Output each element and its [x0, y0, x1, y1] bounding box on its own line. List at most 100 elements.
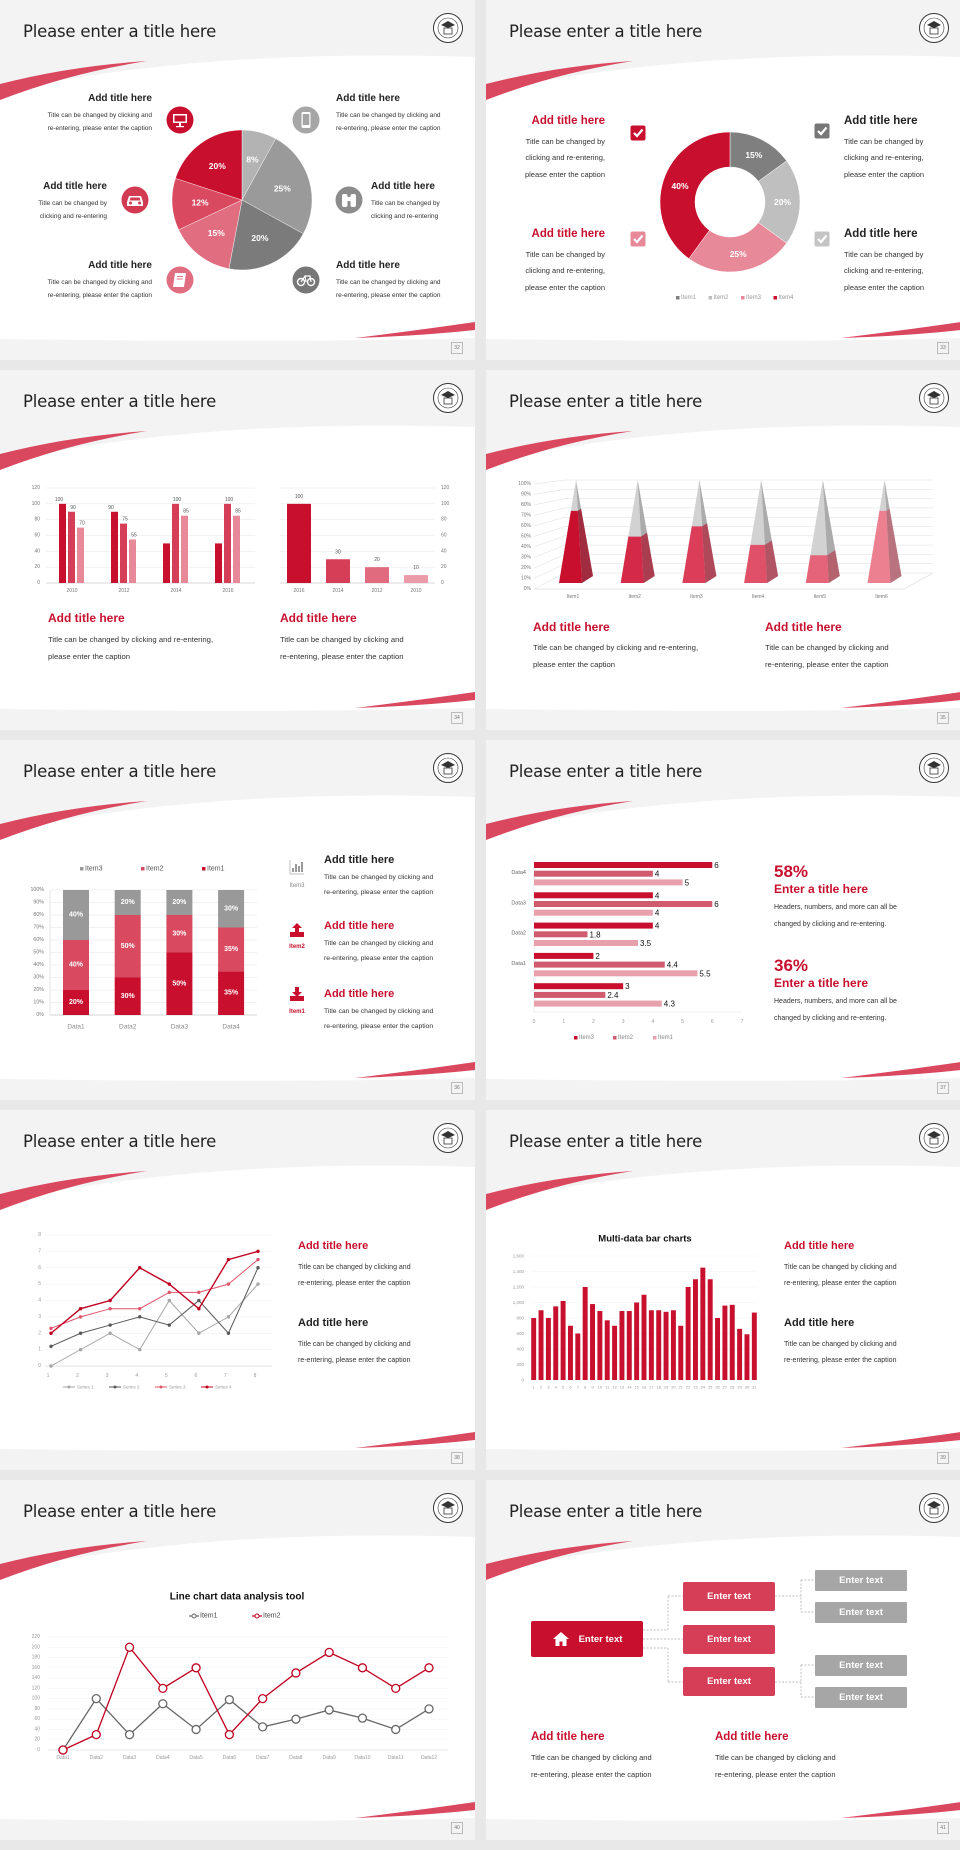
bar — [68, 511, 75, 583]
slide-thumbnail[interactable]: 0 1 2 3 4 5 6 7 6 4 5 Data4 4 6 4 Data3 4 1.8 3.5 Data2 2 4.4… — [486, 740, 960, 1100]
y-tick-label: 1,200 — [513, 1285, 525, 1290]
y-tick-label: 0 — [521, 1378, 524, 1383]
data-point — [167, 1282, 171, 1286]
leaf-node[interactable]: Enter text — [815, 1655, 907, 1676]
block-title: Add title here — [531, 228, 605, 240]
seal-inner-ring — [437, 1497, 459, 1519]
data-point — [158, 1683, 168, 1694]
stacked-bar-segment — [63, 940, 89, 990]
block-title: Add title here — [765, 620, 842, 634]
bar-data-label: 2.4 — [607, 991, 619, 1000]
bar — [722, 1305, 728, 1380]
decorative-swoosh — [0, 61, 147, 100]
upload-tray — [290, 932, 304, 937]
slide-thumbnail[interactable]: 0 1 2 3 4 5 6 7 8 1 2 3 4 5 6 7 8 Series 1 Series 2 Series … — [0, 1110, 475, 1470]
checkbox-icon — [814, 123, 830, 139]
block-caption: re-entering, please enter the caption — [324, 954, 434, 962]
bar — [656, 1310, 662, 1380]
data-point — [124, 1642, 135, 1652]
bar — [648, 1310, 654, 1380]
y-tick-label: 40% — [521, 544, 532, 550]
y-category-label: Data3 — [511, 900, 526, 906]
y-tick-label: 220 — [32, 1634, 41, 1640]
bar — [737, 1328, 743, 1380]
data-point — [256, 1266, 260, 1270]
content-area — [486, 425, 960, 711]
bar-data-label: 6 — [714, 861, 719, 870]
bar — [553, 1306, 559, 1380]
leaf-node[interactable]: Enter text — [815, 1570, 907, 1591]
seal-inner-ring — [923, 1127, 945, 1149]
slide-thumbnail[interactable]: 0 20 40 60 80 100 120 2010 100 90 70 2012 90 75 55 2014… — [0, 370, 475, 730]
pyramid-front-fill — [620, 536, 644, 583]
block-caption: Title can be changed by clicking and — [47, 278, 152, 286]
bar-data-label: 4.4 — [667, 961, 679, 970]
y-tick-label: 200 — [516, 1362, 524, 1367]
bar — [77, 527, 84, 583]
block-title: Add title here — [298, 1240, 369, 1252]
legend-label: Series 3 — [169, 1385, 186, 1390]
legend-swatch — [741, 296, 745, 300]
block-title: Add title here — [298, 1317, 369, 1329]
y-tick-label: 1 — [38, 1347, 41, 1353]
branch-node[interactable]: Enter text — [683, 1625, 775, 1654]
x-tick-label: 5 — [562, 1385, 565, 1390]
bike-frame — [300, 275, 312, 283]
slide-thumbnail[interactable]: Line chart data analysis tool 0 20 40 60 80 10… — [0, 1480, 475, 1840]
bar — [597, 1311, 603, 1380]
leaf-node[interactable]: Enter text — [815, 1602, 907, 1623]
slide-thumbnail[interactable]: 0% 10% 20% 30% 40% 50% 60% 70% 80% 90% 100% 20% 40% 4… — [0, 740, 475, 1100]
y-tick-label: 60 — [441, 533, 447, 539]
bar-data-label: 100 — [225, 497, 234, 503]
university-seal-logo — [919, 753, 949, 783]
checkbox-icon — [630, 125, 646, 141]
binocular-left — [342, 194, 348, 207]
bar — [224, 503, 231, 583]
slide-thumbnail[interactable]: 15% 20% 25% 40% Item1 Item2 Item3 Item4 Please e… — [486, 0, 960, 360]
branch-node[interactable]: Enter text — [683, 1667, 775, 1696]
seal-inner-ring — [437, 387, 459, 409]
data-point — [167, 1298, 171, 1303]
bar — [172, 503, 179, 583]
leaf-node[interactable]: Enter text — [815, 1687, 907, 1708]
checkmark — [633, 234, 644, 244]
pie-slice — [178, 199, 243, 269]
x-tick-label: 29 — [737, 1385, 742, 1390]
x-tick-label: Data11 — [388, 1755, 404, 1761]
data-point — [197, 1331, 201, 1335]
y-tick-label: 0% — [36, 1012, 44, 1018]
slide-thumbnail[interactable]: Multi-data bar charts 0 200 400 600 800 1,000 1… — [486, 1110, 960, 1470]
book-cover — [173, 273, 186, 287]
binocular-right — [350, 194, 356, 207]
gridline — [533, 526, 933, 537]
legend-marker — [254, 1613, 260, 1619]
seal-inner-ring — [437, 757, 459, 779]
y-tick-label: 40% — [33, 962, 44, 968]
seal-cap — [927, 1131, 941, 1138]
bar — [685, 1287, 691, 1380]
slide-thumbnail[interactable]: 8% 25% 20% 15% 12% 20% Please enter a title he… — [0, 0, 475, 360]
root-node[interactable]: Enter text — [531, 1621, 643, 1657]
slide-thumbnail[interactable]: 0% 10% 20% 30% 40% 50% 60% 70% 80% 90% 100% Item1 It… — [486, 370, 960, 730]
decorative-swoosh — [0, 1171, 147, 1210]
y-tick-label: 60% — [33, 937, 44, 943]
bar — [163, 543, 170, 583]
x-tick-label: 8 — [254, 1373, 257, 1379]
slide-thumbnail[interactable]: Please enter a title here 41 Enter text Ent… — [486, 1480, 960, 1840]
block-caption: Title can be changed by clicking and — [280, 634, 404, 644]
branch-node[interactable]: Enter text — [683, 1582, 775, 1611]
y-tick-label: 180 — [32, 1655, 41, 1661]
block-title: Add title here — [88, 260, 152, 271]
y-tick-label: 800 — [516, 1316, 524, 1321]
icon-caption: Item1 — [289, 1009, 305, 1015]
legend-label: Series 1 — [77, 1385, 94, 1390]
block-title: Add title here — [784, 1240, 855, 1252]
data-point — [226, 1315, 231, 1319]
bar — [287, 503, 311, 583]
data-point — [49, 1326, 53, 1331]
block-caption: Title can be changed by — [371, 199, 440, 207]
bar-data-label: 6 — [714, 900, 719, 909]
horizontal-bar — [534, 1000, 662, 1007]
bar — [612, 1325, 618, 1380]
x-tick-label: 31 — [752, 1385, 757, 1390]
